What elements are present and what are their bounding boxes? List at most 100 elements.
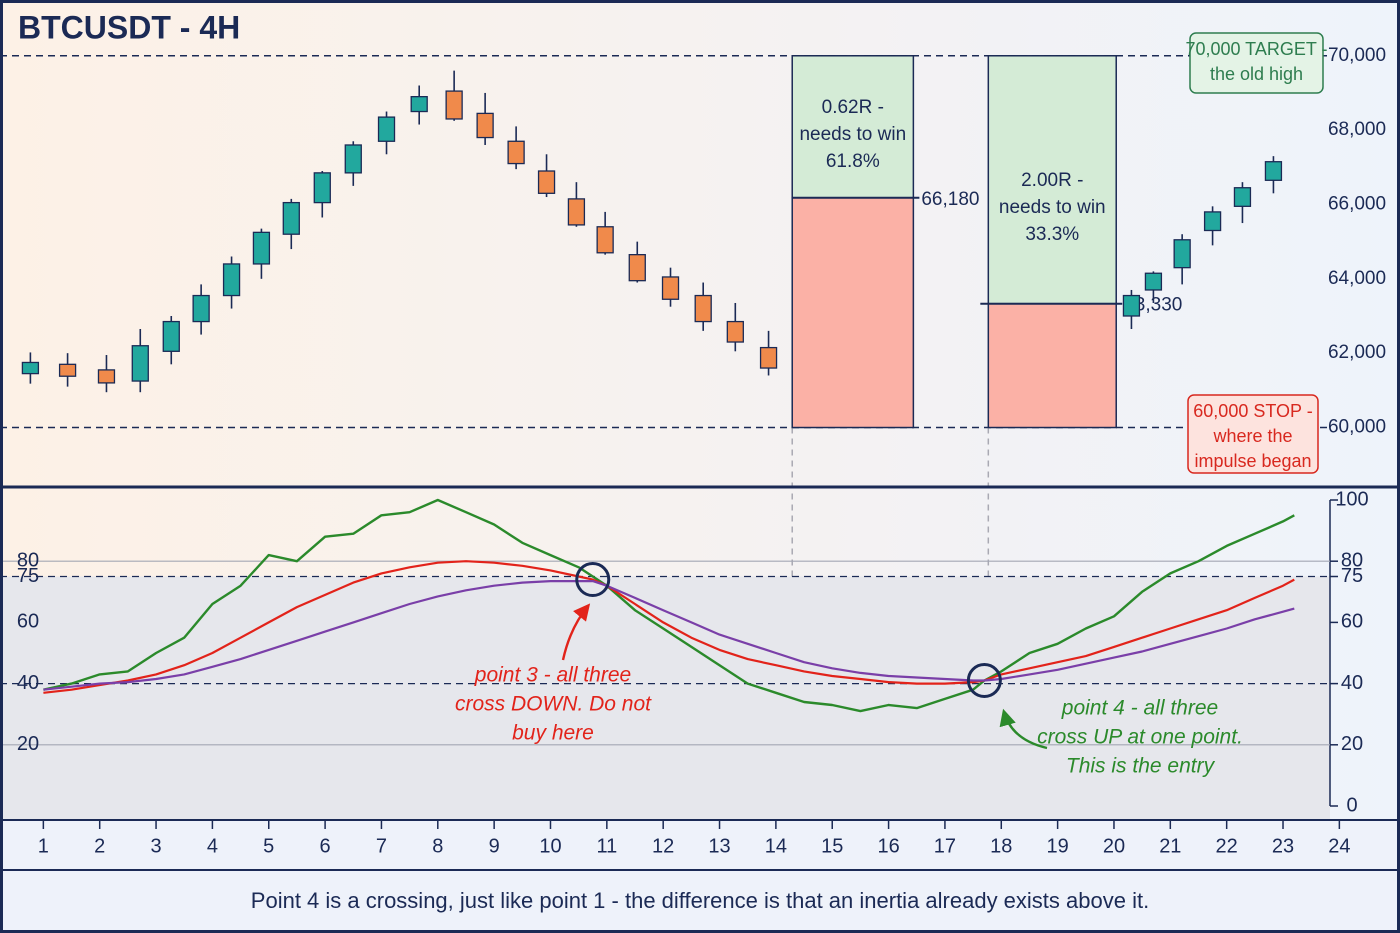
candle-body <box>537 170 556 194</box>
candle-body <box>661 276 680 300</box>
annotation: This is the entry <box>1066 755 1216 778</box>
x-tick-label: 9 <box>489 835 500 857</box>
candle-body <box>759 346 778 369</box>
x-tick-label: 10 <box>539 835 561 857</box>
candle-body <box>1264 161 1283 181</box>
candle-body <box>476 112 494 139</box>
candle-body <box>694 294 712 323</box>
x-tick-label: 16 <box>877 835 899 857</box>
reward-zone <box>987 55 1117 305</box>
annotation-arrow <box>999 708 1048 750</box>
x-tick-label: 2 <box>94 835 105 857</box>
box-label: 0.62R - <box>822 97 884 118</box>
level-annotation: impulse began <box>1194 451 1311 471</box>
shade <box>0 576 1330 820</box>
candle-body <box>1173 239 1191 269</box>
box-label: needs to win <box>799 124 906 145</box>
y-tick-label: 20 <box>17 733 39 755</box>
candle-body <box>596 226 614 254</box>
axis-band <box>0 820 1400 933</box>
y-tick-label: 0 <box>1346 794 1357 816</box>
level-annotation: where the <box>1212 426 1292 446</box>
y-tick-label: 40 <box>17 672 39 694</box>
candle-body <box>162 320 180 352</box>
candle-body <box>445 90 463 120</box>
box-label: needs to win <box>999 197 1106 218</box>
annotation: point 3 - all three <box>474 664 631 687</box>
candle-body <box>97 369 116 384</box>
candle-body <box>282 201 300 235</box>
entry-label: 66,180 <box>921 189 979 210</box>
box-label: 33.3% <box>1025 224 1079 245</box>
candle-body <box>131 345 149 382</box>
x-tick-label: 8 <box>432 835 443 857</box>
y-tick-label: 75 <box>1341 565 1363 587</box>
annotation: point 4 - all three <box>1061 697 1218 720</box>
x-tick-label: 23 <box>1272 835 1294 857</box>
candle-body <box>313 172 331 204</box>
candle-body <box>58 363 77 377</box>
oscillator-line <box>43 579 1295 691</box>
reward-zone <box>791 55 915 199</box>
x-tick-label: 22 <box>1216 835 1238 857</box>
y-tick-label: 70,000 <box>1328 45 1386 66</box>
x-tick-label: 1 <box>38 835 49 857</box>
candle-body <box>1233 187 1252 207</box>
oscillator-line <box>43 498 1295 713</box>
x-tick-label: 17 <box>934 835 956 857</box>
x-tick-label: 20 <box>1103 835 1125 857</box>
crossing-marker <box>966 663 1002 699</box>
candle-body <box>192 294 210 323</box>
y-tick-label: 60,000 <box>1328 417 1386 438</box>
candle-body <box>344 144 362 174</box>
level-annotation: 60,000 STOP - <box>1193 401 1312 421</box>
y-tick-label: 60 <box>1341 611 1363 633</box>
annotation-arrow <box>561 603 591 661</box>
risk-zone <box>987 302 1117 429</box>
y-tick-label: 80 <box>17 549 39 571</box>
candle-body <box>567 198 586 226</box>
y-tick-label: 100 <box>1335 488 1368 510</box>
level-annotation: the old high <box>1210 64 1303 84</box>
candle-body <box>222 263 241 297</box>
level-annotation: 70,000 TARGET - <box>1185 39 1327 59</box>
x-tick-label: 11 <box>596 835 617 857</box>
x-tick-label: 7 <box>376 835 387 857</box>
candle-body <box>507 140 525 165</box>
candle-body <box>1203 211 1222 232</box>
y-tick-label: 66,000 <box>1328 193 1386 214</box>
x-tick-label: 13 <box>708 835 730 857</box>
y-tick-label: 80 <box>1341 549 1363 571</box>
caption: Point 4 is a crossing, just like point 1… <box>251 888 1149 913</box>
level-annotation-box <box>1189 32 1324 94</box>
y-tick-label: 64,000 <box>1328 268 1386 289</box>
plot-layer: 60,000 62,000 64,000 66,000 68,000 70,000 66,1… <box>0 32 1386 857</box>
oscillator-line <box>43 560 1295 694</box>
y-tick-label: 75 <box>17 565 39 587</box>
candle-body <box>410 96 428 113</box>
y-tick-label: 62,000 <box>1328 342 1386 363</box>
x-tick-label: 12 <box>652 835 674 857</box>
candle-body <box>377 116 396 142</box>
candle-body <box>1144 272 1163 291</box>
x-tick-label: 5 <box>263 835 274 857</box>
x-tick-label: 3 <box>150 835 161 857</box>
candle-body <box>21 361 40 375</box>
x-tick-label: 4 <box>207 835 218 857</box>
level-annotation-box <box>1187 394 1319 474</box>
y-tick-label: 68,000 <box>1328 119 1386 140</box>
annotation: cross DOWN. Do not <box>455 693 652 716</box>
annotation: buy here <box>512 722 594 745</box>
candle-body <box>252 231 271 265</box>
annotation: cross UP at one point. <box>1037 726 1243 749</box>
crossing-marker <box>575 562 611 598</box>
x-tick-label: 14 <box>765 835 787 857</box>
y-tick-label: 40 <box>1341 672 1363 694</box>
y-tick-label: 60 <box>17 611 39 633</box>
x-tick-label: 24 <box>1328 835 1350 857</box>
x-tick-label: 19 <box>1046 835 1068 857</box>
box-label: 61.8% <box>826 151 880 172</box>
y-tick-label: 20 <box>1341 733 1363 755</box>
